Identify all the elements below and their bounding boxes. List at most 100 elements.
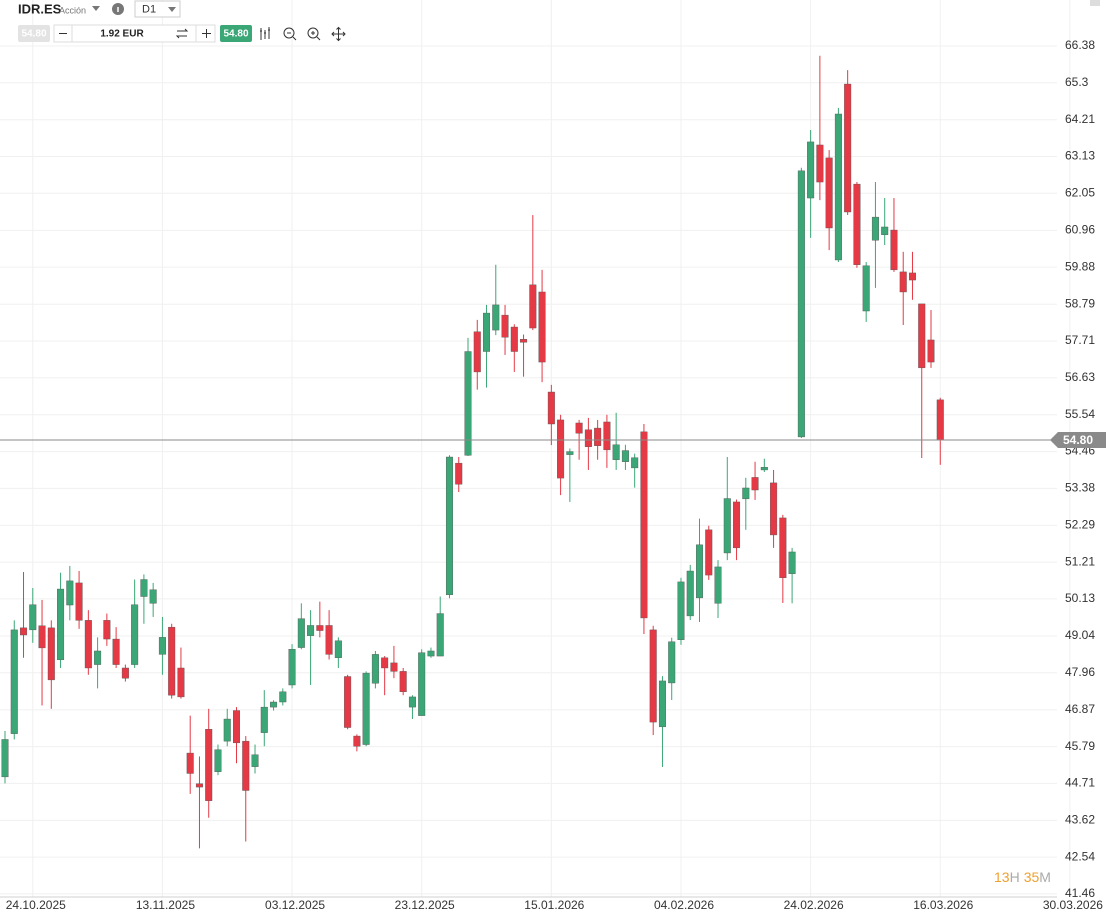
y-tick-label: 41.46 <box>1065 886 1095 900</box>
plus-button[interactable] <box>202 29 211 38</box>
candle-body <box>760 467 768 471</box>
candle-body <box>547 391 555 425</box>
candle-body <box>520 339 528 343</box>
candle-body <box>445 456 453 596</box>
dropdown-arrow <box>168 7 176 12</box>
candle-body <box>844 83 852 213</box>
buy-price: 54.80 <box>223 29 248 40</box>
sell-price: 54.80 <box>21 29 46 40</box>
countdown-hours: 13 <box>994 869 1010 885</box>
candle-body <box>686 570 694 617</box>
candle-body <box>131 604 139 665</box>
candle-body <box>362 672 370 745</box>
y-tick-label: 66.38 <box>1065 38 1095 52</box>
y-tick-label: 53.38 <box>1065 480 1095 494</box>
candle-body <box>20 627 28 636</box>
candle-body <box>10 629 18 734</box>
y-tick-label: 64.21 <box>1065 112 1095 126</box>
sell-button[interactable] <box>18 25 50 42</box>
candle-body <box>723 498 731 554</box>
quantity[interactable]: 1.92 EUR <box>100 29 144 40</box>
candle-body <box>279 691 287 703</box>
candle-body <box>1 739 9 778</box>
candle-body <box>84 620 92 669</box>
candle-body <box>594 427 602 446</box>
price-label: 54.80 <box>1063 433 1093 447</box>
y-tick-label: 43.62 <box>1065 813 1095 827</box>
corner-handle <box>1090 0 1100 6</box>
x-tick-label: 16.03.2026 <box>913 898 973 912</box>
x-tick-label: 15.01.2026 <box>524 898 584 912</box>
candle-body <box>825 157 833 229</box>
x-tick-label: 04.02.2026 <box>654 898 714 912</box>
zoom-in-glyph <box>311 31 321 41</box>
countdown-minutes-unit: M <box>1039 869 1051 885</box>
zoom-out-icon[interactable] <box>283 27 295 39</box>
candle-body <box>668 641 676 684</box>
price-badge <box>1050 431 1106 448</box>
countdown-hours-unit: H <box>1010 869 1020 885</box>
candle-body <box>584 429 592 447</box>
pan-icon[interactable] <box>331 26 346 42</box>
candle-body <box>658 680 666 728</box>
buy-button[interactable] <box>220 25 252 42</box>
candle-body <box>112 638 120 665</box>
y-tick-label: 58.79 <box>1065 296 1095 310</box>
countdown: 13H 35M <box>994 869 1051 885</box>
candle-body <box>492 304 500 331</box>
candle-body <box>344 676 352 728</box>
dropdown-arrow[interactable] <box>92 6 100 11</box>
candle-body <box>779 517 787 579</box>
candle-body <box>140 579 148 597</box>
candle-body <box>936 399 944 441</box>
candle-body <box>353 735 361 747</box>
y-tick-label: 46.87 <box>1065 702 1095 716</box>
candle-body <box>529 284 537 329</box>
candle-body <box>770 482 778 536</box>
candle-body <box>575 422 583 434</box>
candle-body <box>38 625 46 649</box>
symbol: IDR.ES <box>18 1 62 16</box>
candle-body <box>603 421 611 451</box>
candle-body <box>307 625 315 636</box>
timeframe-select[interactable] <box>134 0 181 18</box>
y-tick-label: 50.13 <box>1065 591 1095 605</box>
candle-body <box>232 710 240 744</box>
candle-body <box>566 451 574 455</box>
y-tick-label: 57.71 <box>1065 333 1095 347</box>
candle-body <box>186 752 194 774</box>
candle-body <box>47 627 55 681</box>
candle-body <box>807 141 815 199</box>
zoom-out-glyph <box>287 32 297 41</box>
x-tick-label: 23.12.2025 <box>395 898 455 912</box>
y-tick-label: 47.96 <box>1065 665 1095 679</box>
candle-body <box>270 701 278 708</box>
grid <box>0 0 1071 897</box>
candle-body <box>251 754 259 767</box>
candle-body <box>696 544 704 599</box>
candle-body <box>29 604 37 631</box>
zoom-in-icon[interactable] <box>307 27 319 39</box>
swap-icon[interactable] <box>175 28 189 39</box>
candle-body <box>464 351 472 456</box>
candle-body <box>168 626 176 696</box>
y-tick-label: 52.29 <box>1065 518 1095 532</box>
candle-body <box>177 667 185 698</box>
candle-body <box>733 501 741 549</box>
candle-body <box>788 551 796 574</box>
chart-type-icon[interactable] <box>260 27 270 40</box>
x-tick-label: 30.03.2026 <box>1043 898 1103 912</box>
candle-body <box>260 706 268 733</box>
candle-body <box>158 637 166 655</box>
candle-body <box>149 589 157 604</box>
candle-body <box>75 582 83 621</box>
y-tick-label: 42.54 <box>1065 849 1095 863</box>
x-tick-label: 24.10.2025 <box>6 898 66 912</box>
candle-body <box>418 652 426 716</box>
candle-body <box>325 625 333 655</box>
candle-body <box>66 580 74 606</box>
candle-body <box>797 170 805 438</box>
candle-body <box>834 113 842 261</box>
candle-body <box>649 629 657 723</box>
